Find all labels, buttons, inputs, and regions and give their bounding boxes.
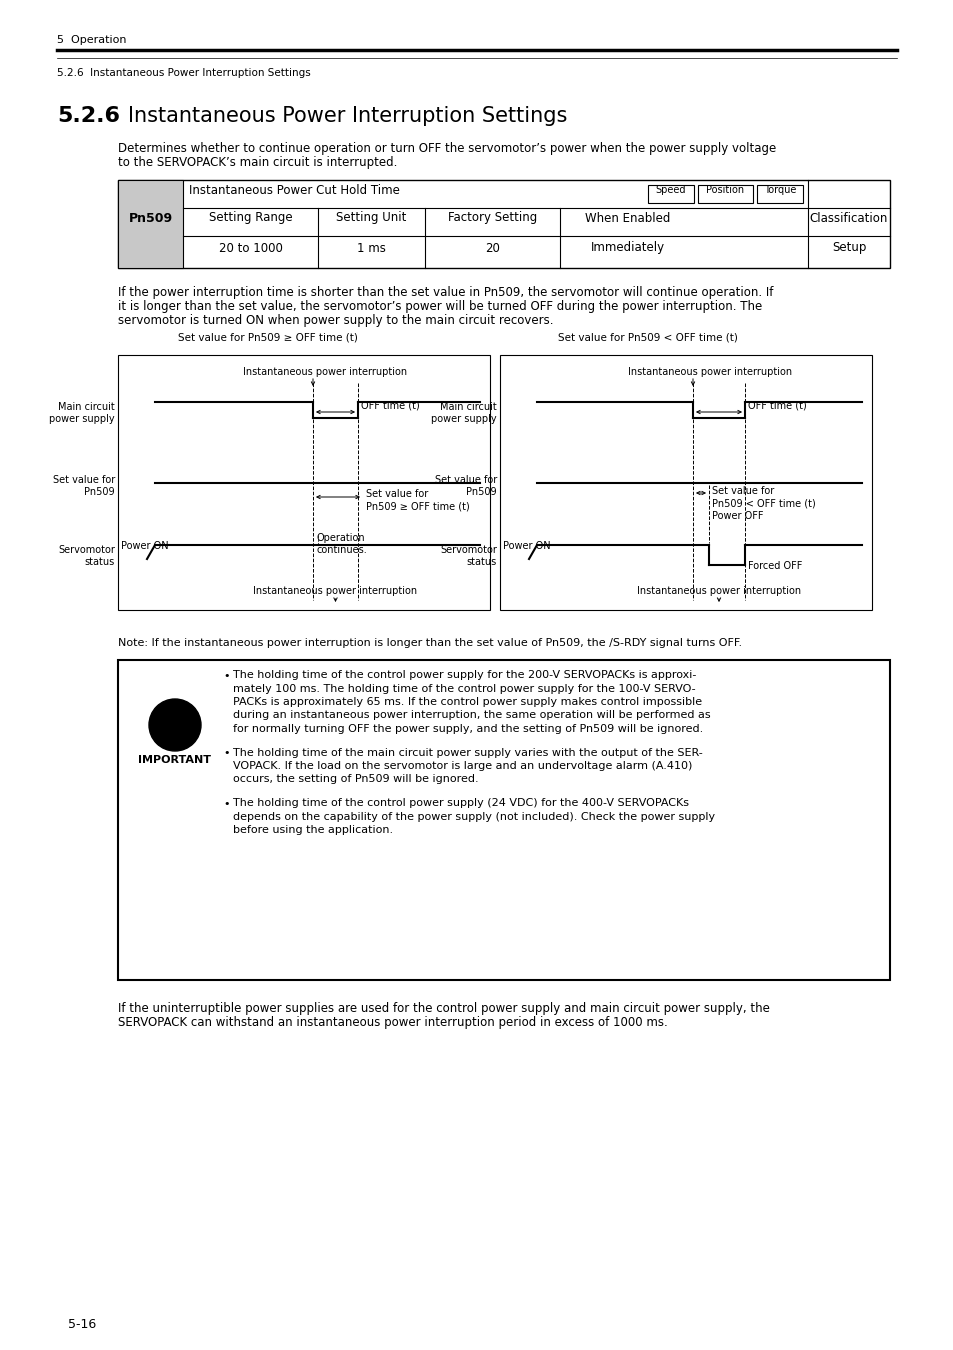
Text: SERVOPACK can withstand an instantaneous power interruption period in excess of : SERVOPACK can withstand an instantaneous…	[118, 1017, 667, 1029]
Text: 5-16: 5-16	[68, 1318, 96, 1331]
Text: Instantaneous power interruption: Instantaneous power interruption	[627, 367, 791, 377]
Text: The holding time of the main circuit power supply varies with the output of the : The holding time of the main circuit pow…	[233, 748, 702, 757]
Text: 20: 20	[484, 242, 499, 255]
Text: 5  Operation: 5 Operation	[57, 35, 127, 45]
Text: Pn509: Pn509	[129, 212, 172, 224]
Text: Position: Position	[706, 185, 743, 194]
Text: Set value for Pn509 < OFF time (t): Set value for Pn509 < OFF time (t)	[558, 332, 737, 342]
Bar	[118, 355, 490, 610]
Text: OFF time (t): OFF time (t)	[747, 401, 806, 410]
Text: Set value for
Pn509 < OFF time (t)
Power OFF: Set value for Pn509 < OFF time (t) Power…	[711, 486, 815, 521]
Text: Classification: Classification	[809, 212, 887, 224]
Bar	[499, 355, 871, 610]
Text: Immediately: Immediately	[590, 242, 664, 255]
Bar	[757, 185, 802, 202]
Text: Note: If the instantaneous power interruption is longer than the set value of Pn: Note: If the instantaneous power interru…	[118, 639, 741, 648]
Text: !: !	[168, 698, 182, 732]
Text: Servomotor
status: Servomotor status	[439, 545, 497, 567]
Text: during an instantaneous power interruption, the same operation will be performed: during an instantaneous power interrupti…	[233, 710, 710, 721]
Text: depends on the capability of the power supply (not included). Check the power su: depends on the capability of the power s…	[233, 811, 715, 822]
Bar	[118, 180, 183, 269]
Text: Instantaneous Power Interruption Settings: Instantaneous Power Interruption Setting…	[128, 107, 567, 126]
Text: •: •	[223, 748, 230, 759]
Text: Main circuit
power supply: Main circuit power supply	[50, 402, 115, 424]
Text: for normally turning OFF the power supply, and the setting of Pn509 will be igno: for normally turning OFF the power suppl…	[233, 724, 702, 734]
Text: Forced OFF: Forced OFF	[747, 562, 801, 571]
Text: OFF time (t): OFF time (t)	[360, 401, 419, 410]
Text: Factory Setting: Factory Setting	[447, 212, 537, 224]
Text: The holding time of the control power supply (24 VDC) for the 400-V SERVOPACKs: The holding time of the control power su…	[233, 798, 688, 809]
Text: Servomotor
status: Servomotor status	[58, 545, 115, 567]
Text: •: •	[223, 799, 230, 809]
Text: Main circuit
power supply: Main circuit power supply	[431, 402, 497, 424]
Text: IMPORTANT: IMPORTANT	[138, 755, 212, 765]
Text: Instantaneous power interruption: Instantaneous power interruption	[243, 367, 407, 377]
Text: •: •	[223, 671, 230, 680]
Text: Set value for
Pn509 ≥ OFF time (t): Set value for Pn509 ≥ OFF time (t)	[366, 489, 469, 512]
Text: Power ON: Power ON	[121, 541, 169, 551]
Text: PACKs is approximately 65 ms. If the control power supply makes control impossib: PACKs is approximately 65 ms. If the con…	[233, 697, 701, 707]
Text: Instantaneous Power Cut Hold Time: Instantaneous Power Cut Hold Time	[189, 184, 399, 197]
Text: If the power interruption time is shorter than the set value in Pn509, the servo: If the power interruption time is shorte…	[118, 286, 773, 298]
Text: Setting Unit: Setting Unit	[336, 212, 406, 224]
Text: Determines whether to continue operation or turn OFF the servomotor’s power when: Determines whether to continue operation…	[118, 142, 776, 155]
Text: Set value for
Pn509: Set value for Pn509	[52, 475, 115, 497]
Text: If the uninterruptible power supplies are used for the control power supply and : If the uninterruptible power supplies ar…	[118, 1002, 769, 1015]
Text: 1 ms: 1 ms	[356, 242, 386, 255]
Bar	[647, 185, 693, 202]
Text: VOPACK. If the load on the servomotor is large and an undervoltage alarm (A.410): VOPACK. If the load on the servomotor is…	[233, 761, 692, 771]
Text: it is longer than the set value, the servomotor’s power will be turned OFF durin: it is longer than the set value, the ser…	[118, 300, 761, 313]
Text: occurs, the setting of Pn509 will be ignored.: occurs, the setting of Pn509 will be ign…	[233, 775, 478, 784]
Text: before using the application.: before using the application.	[233, 825, 393, 836]
Text: Speed: Speed	[655, 185, 685, 194]
Text: Setup: Setup	[831, 242, 865, 255]
Bar	[118, 180, 889, 269]
Text: Power ON: Power ON	[502, 541, 550, 551]
Text: Set value for
Pn509: Set value for Pn509	[435, 475, 497, 497]
Text: The holding time of the control power supply for the 200-V SERVOPACKs is approxi: The holding time of the control power su…	[233, 670, 696, 680]
Text: Instantaneous power interruption: Instantaneous power interruption	[637, 586, 801, 595]
Text: mately 100 ms. The holding time of the control power supply for the 100-V SERVO-: mately 100 ms. The holding time of the c…	[233, 683, 695, 694]
Bar	[698, 185, 752, 202]
Text: 5.2.6  Instantaneous Power Interruption Settings: 5.2.6 Instantaneous Power Interruption S…	[57, 68, 311, 78]
Text: Setting Range: Setting Range	[209, 212, 292, 224]
Text: servomotor is turned ON when power supply to the main circuit recovers.: servomotor is turned ON when power suppl…	[118, 315, 553, 327]
Text: 20 to 1000: 20 to 1000	[218, 242, 282, 255]
Circle shape	[149, 699, 201, 751]
Text: When Enabled: When Enabled	[584, 212, 670, 224]
Text: Torque: Torque	[763, 185, 796, 194]
Text: Operation
continues.: Operation continues.	[316, 533, 367, 555]
Bar	[118, 660, 889, 980]
Text: to the SERVOPACK’s main circuit is interrupted.: to the SERVOPACK’s main circuit is inter…	[118, 157, 397, 169]
Text: 5.2.6: 5.2.6	[57, 107, 120, 126]
Text: Instantaneous power interruption: Instantaneous power interruption	[253, 586, 417, 595]
Text: Set value for Pn509 ≥ OFF time (t): Set value for Pn509 ≥ OFF time (t)	[178, 332, 357, 342]
